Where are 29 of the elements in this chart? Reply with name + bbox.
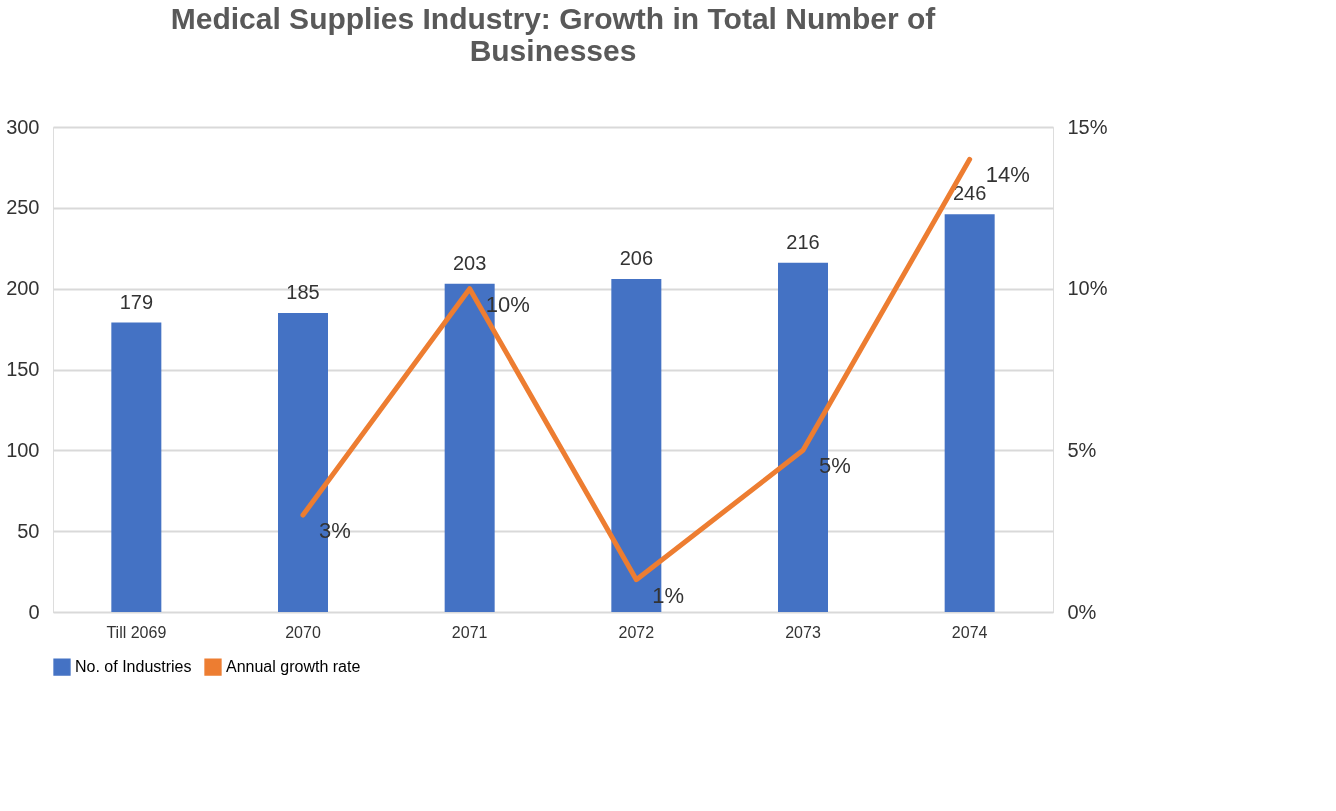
y2-tick-label: 15% (1067, 115, 1108, 138)
data-label: 206 (619, 246, 654, 269)
data-label: 14% (985, 162, 1030, 188)
legend-label: Annual growth rate (226, 658, 361, 676)
bar (944, 214, 995, 612)
y2-tick-label: 10% (1067, 277, 1108, 300)
y-tick-label: 300 (6, 115, 40, 138)
y-tick-label: 50 (17, 519, 40, 542)
x-tick-label: 2073 (785, 623, 821, 641)
y-tick-label: 0 (28, 600, 40, 623)
data-label: 179 (119, 290, 154, 313)
y-tick-label: 200 (6, 277, 40, 300)
x-tick-label: 2070 (285, 623, 321, 641)
data-label: 246 (952, 182, 987, 205)
bar (111, 322, 162, 612)
data-label: 185 (286, 280, 320, 303)
data-label: 203 (452, 251, 487, 274)
chart-title: Medical Supplies Industry: Growth in Total Number of Businesses (170, 2, 937, 67)
x-tick-label: Till 2069 (106, 623, 167, 641)
x-tick-label: 2074 (951, 623, 988, 641)
data-label: 216 (786, 230, 820, 253)
x-tick-label: 2071 (451, 623, 488, 641)
y-tick-label: 100 (6, 438, 40, 461)
x-tick-label: 2072 (618, 623, 655, 641)
legend-label: No. of Industries (75, 658, 192, 676)
y2-tick-label: 5% (1067, 438, 1097, 461)
y-tick-label: 150 (6, 358, 40, 380)
y-tick-label: 250 (6, 196, 40, 219)
y2-tick-label: 0% (1067, 600, 1097, 623)
